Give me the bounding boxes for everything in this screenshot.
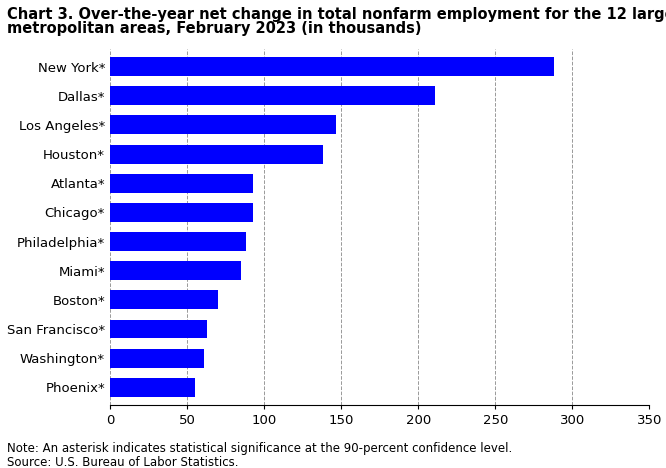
- Bar: [110, 290, 218, 309]
- Bar: [110, 86, 435, 105]
- Bar: [110, 320, 207, 338]
- Text: Note: An asterisk indicates statistical significance at the 90-percent confidenc: Note: An asterisk indicates statistical …: [7, 442, 512, 455]
- Text: Source: U.S. Bureau of Labor Statistics.: Source: U.S. Bureau of Labor Statistics.: [7, 456, 238, 468]
- Bar: [110, 378, 194, 397]
- Bar: [110, 174, 253, 193]
- Bar: [110, 57, 554, 76]
- Text: Chart 3. Over-the-year net change in total nonfarm employment for the 12 largest: Chart 3. Over-the-year net change in tot…: [7, 7, 666, 22]
- Bar: [110, 261, 241, 280]
- Bar: [110, 145, 322, 164]
- Bar: [110, 203, 253, 222]
- Bar: [110, 116, 336, 134]
- Bar: [110, 349, 204, 368]
- Bar: [110, 232, 246, 251]
- Text: metropolitan areas, February 2023 (in thousands): metropolitan areas, February 2023 (in th…: [7, 21, 421, 36]
